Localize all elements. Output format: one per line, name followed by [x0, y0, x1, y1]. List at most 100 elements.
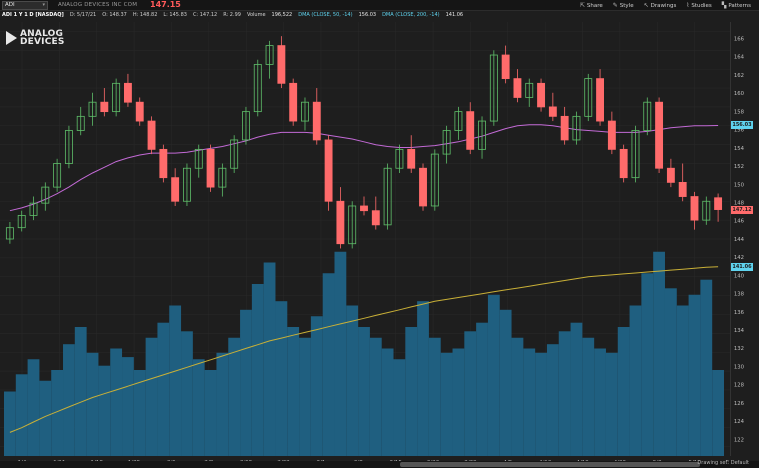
volume-bar: [287, 327, 300, 456]
candle-body: [265, 45, 274, 65]
candle-body: [348, 205, 357, 245]
volume-bar: [86, 352, 99, 456]
studies-label: Studies: [691, 2, 712, 9]
price-axis[interactable]: 122 124 126 128 130 132 134 136 138 140 142 144 146 1…: [730, 22, 759, 456]
candle-body: [336, 200, 345, 245]
style-label: Style: [619, 2, 634, 9]
volume-bar: [594, 348, 606, 456]
candle-body: [29, 202, 38, 216]
symbol-input[interactable]: ADI ▾: [2, 1, 48, 10]
volume-bar: [263, 262, 276, 456]
candle-body: [702, 200, 711, 221]
volume-bar: [499, 309, 512, 456]
volume-bar: [181, 331, 193, 456]
volume-bar: [240, 309, 252, 456]
share-label: Share: [586, 2, 603, 9]
dma50-price-tag: 156.03: [731, 121, 753, 130]
volume-bar: [216, 352, 229, 456]
bar-low: L: 145.83: [163, 12, 187, 18]
candle-body: [560, 115, 569, 141]
drawing-set-label[interactable]: Drawing set: Default: [697, 460, 749, 466]
dma50-value: 156.03: [358, 12, 377, 18]
top-toolbar: ADI ▾ ANALOG DEVICES INC COM 147.15 ⇱ Sh…: [0, 0, 759, 11]
candle-body: [41, 186, 50, 204]
candle-body: [655, 101, 664, 169]
candle-body: [301, 101, 309, 122]
volume-bar: [322, 273, 335, 456]
dma200-price-tag: 141.06: [731, 262, 753, 271]
candle-body: [76, 115, 85, 131]
toolbar-actions: ⇱ Share ✎ Style ↖ Drawings ⌇ Studies ▚ P…: [580, 1, 751, 10]
candle-body: [312, 101, 321, 141]
price-tick-label: 128: [734, 383, 745, 389]
candle-body: [64, 130, 73, 164]
candle-body: [430, 153, 439, 207]
volume-bar: [228, 337, 241, 456]
volume-bar: [405, 327, 418, 456]
symbol-description: ADI 1 Y 1 D [NASDAQ]: [2, 12, 64, 18]
time-scrollbar[interactable]: [400, 462, 700, 467]
volume-bar: [275, 301, 288, 456]
price-tick-label: 152: [734, 164, 744, 170]
patterns-icon: ▚: [721, 2, 727, 9]
price-tick-label: 138: [734, 292, 745, 298]
candle-body: [17, 215, 26, 229]
candle-body: [218, 167, 227, 188]
candle-body: [360, 205, 368, 212]
candle-body: [53, 163, 62, 188]
candle-body: [100, 101, 109, 113]
price-chart[interactable]: [0, 22, 730, 456]
price-tick-label: 158: [734, 109, 745, 115]
price-tick-label: 124: [734, 419, 745, 425]
volume-bar: [582, 337, 595, 456]
dma200-label: DMA (CLOSE, 200, -14): [382, 12, 440, 18]
price-tick-label: 166: [734, 37, 745, 43]
bar-high: H: 148.82: [132, 12, 158, 18]
candle-body: [489, 54, 498, 122]
candle-body: [147, 120, 156, 150]
volume-bar: [310, 316, 323, 456]
drawings-button[interactable]: ↖ Drawings: [644, 2, 677, 9]
volume-bar: [712, 370, 724, 456]
candle-body: [112, 82, 121, 113]
candle-body: [631, 130, 640, 179]
candle-body: [371, 210, 380, 226]
patterns-button[interactable]: ▚ Patterns: [722, 2, 751, 9]
volume-bar: [169, 305, 182, 456]
share-icon: ⇱: [579, 2, 585, 9]
volume-bar: [251, 284, 264, 456]
candles: [5, 36, 723, 249]
volume-bar: [110, 348, 123, 456]
price-tick-label: 144: [734, 237, 745, 243]
volume-bar: [192, 359, 205, 456]
chart-info-bar: ADI 1 Y 1 D [NASDAQ] D: 5/17/21 O: 148.3…: [2, 12, 463, 21]
volume-bar: [440, 352, 453, 456]
volume-bar: [629, 305, 642, 456]
volume-bar: [417, 301, 429, 456]
candle-body: [584, 78, 593, 117]
bar-date: D: 5/17/21: [69, 12, 97, 18]
price-tick-label: 126: [734, 401, 745, 407]
volume-bar: [51, 370, 64, 456]
volume-bar: [15, 374, 28, 456]
volume-label: Volume: [246, 12, 266, 18]
price-tick-label: 130: [734, 364, 745, 370]
patterns-label: Patterns: [728, 2, 751, 9]
candle-body: [501, 54, 510, 80]
volume-bar: [700, 279, 713, 456]
volume-bar: [334, 251, 347, 456]
logo-triangle-icon: [6, 31, 17, 45]
volume-bar: [523, 348, 536, 456]
company-logo: ANALOG DEVICES: [6, 30, 65, 47]
volume-bar: [511, 337, 524, 456]
candle-body: [466, 111, 475, 150]
volume-bar: [98, 365, 111, 456]
candle-body: [678, 181, 687, 197]
share-button[interactable]: ⇱ Share: [580, 2, 603, 9]
volume-bar: [535, 352, 547, 456]
studies-button[interactable]: ⌇ Studies: [686, 2, 711, 9]
style-button[interactable]: ✎ Style: [613, 2, 634, 9]
candle-body: [253, 64, 262, 113]
price-tick-label: 154: [734, 146, 745, 152]
chevron-down-icon[interactable]: ▾: [42, 2, 45, 8]
